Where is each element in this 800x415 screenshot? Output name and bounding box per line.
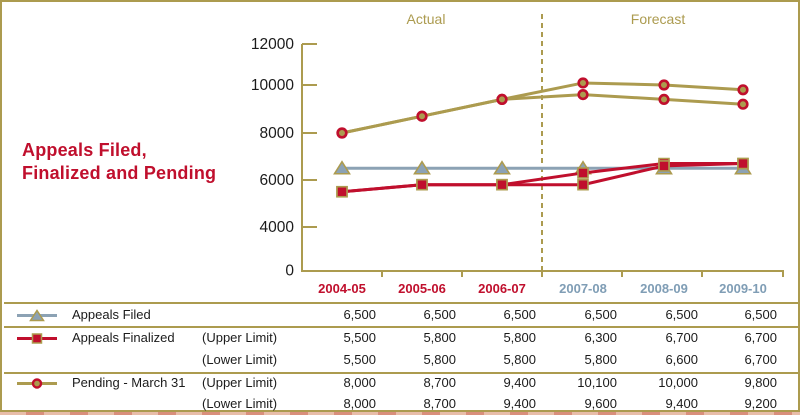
- table-separator: [4, 302, 798, 304]
- chart-title-line1: Appeals Filed,: [22, 140, 147, 160]
- table-value: 6,700: [665, 330, 698, 345]
- table-value: 5,500: [343, 351, 376, 367]
- circle-marker: [577, 88, 589, 101]
- table-value: 5,800: [423, 330, 456, 345]
- table-value: 9,800: [744, 375, 777, 390]
- table-value: 9,400: [503, 375, 536, 390]
- table-value: 9,200: [744, 396, 777, 411]
- square-marker: [416, 178, 428, 191]
- table-value: 6,500: [503, 306, 536, 322]
- square-marker: [737, 157, 749, 170]
- table-value: 5,800: [503, 330, 536, 345]
- axes: 12000 10000 8000 6000 4000 0: [251, 36, 784, 280]
- circle-marker: [336, 127, 348, 139]
- table-value: 6,700: [744, 330, 777, 345]
- table-header-year: 2006-07: [478, 281, 526, 296]
- table-value: 8,000: [343, 396, 376, 411]
- square-marker: [658, 160, 670, 172]
- zone-label-forecast: Forecast: [631, 11, 686, 27]
- y-tick-label: 0: [285, 263, 294, 280]
- table-value: 10,100: [577, 375, 617, 390]
- square-marker: [577, 178, 589, 191]
- cropped-content-strip: [0, 412, 800, 415]
- table-value: 8,700: [423, 396, 456, 411]
- triangle-marker: [413, 160, 431, 175]
- table-value: 6,600: [665, 351, 698, 367]
- series-name: Pending - March 31: [72, 375, 186, 390]
- table-value: 6,700: [744, 351, 777, 367]
- series-pending: [336, 77, 749, 139]
- limit-label: (Upper Limit): [202, 375, 278, 390]
- square-marker: [577, 167, 589, 179]
- table-value: 6,500: [744, 306, 777, 322]
- y-tick-label: 8000: [260, 125, 295, 142]
- limit-label: (Lower Limit): [202, 396, 278, 411]
- table-value: 5,800: [423, 351, 456, 367]
- table-value: 6,500: [665, 306, 698, 322]
- table-value: 8,700: [423, 375, 456, 390]
- square-legend-icon: [17, 333, 57, 344]
- zone-label-actual: Actual: [407, 11, 446, 27]
- table-value: 5,800: [503, 351, 536, 367]
- limit-label: (Lower Limit): [202, 351, 278, 367]
- table-value: 9,400: [503, 396, 536, 411]
- chart-title-line2: Finalized and Pending: [22, 163, 217, 183]
- table-header-year: 2008-09: [640, 281, 688, 296]
- limit-label: (Upper Limit): [202, 330, 278, 345]
- table-header-year: 2009-10: [719, 281, 767, 296]
- triangle-legend-icon: [17, 308, 57, 321]
- y-tick-label: 12000: [251, 36, 294, 53]
- table-header-year: 2005-06: [398, 281, 446, 296]
- circle-marker: [737, 98, 749, 110]
- triangle-marker: [333, 160, 351, 175]
- table-value: 6,500: [343, 306, 376, 322]
- circle-marker: [496, 93, 508, 105]
- table-value: 6,500: [584, 306, 617, 322]
- circle-marker: [658, 93, 670, 105]
- triangle-marker: [493, 160, 511, 175]
- circle-marker: [658, 79, 670, 91]
- table-value: 6,300: [584, 330, 617, 345]
- chart-title: Appeals Filed, Finalized and Pending: [22, 139, 216, 185]
- table-value: 9,400: [665, 396, 698, 411]
- series-name: Appeals Finalized: [72, 330, 175, 345]
- table-header-year: 2007-08: [559, 281, 607, 296]
- series-name: Appeals Filed: [72, 306, 151, 322]
- circle-marker: [737, 84, 749, 96]
- circle-legend-icon: [17, 378, 57, 389]
- table-separator: [4, 326, 798, 328]
- square-marker: [336, 185, 348, 198]
- circle-marker: [577, 77, 589, 89]
- series-appeals-finalized: [336, 157, 749, 198]
- table-value: 10,000: [658, 375, 698, 390]
- table-header-year: 2004-05: [318, 281, 366, 296]
- table-value: 5,800: [584, 351, 617, 367]
- table-separator: [4, 371, 798, 374]
- table-value: 6,500: [423, 306, 456, 322]
- table-value: 9,600: [584, 396, 617, 411]
- line-chart: 12000 10000 8000 6000 4000 0 Actual Forecast: [251, 11, 784, 280]
- table-value: 8,000: [343, 375, 376, 390]
- y-tick-label: 6000: [260, 172, 295, 189]
- y-tick-label: 4000: [260, 219, 295, 236]
- series-line: [341, 162, 744, 194]
- y-tick-label: 10000: [251, 77, 294, 94]
- square-marker: [496, 178, 508, 191]
- circle-marker: [416, 110, 428, 122]
- series-line: [341, 93, 744, 135]
- table-value: 5,500: [343, 330, 376, 345]
